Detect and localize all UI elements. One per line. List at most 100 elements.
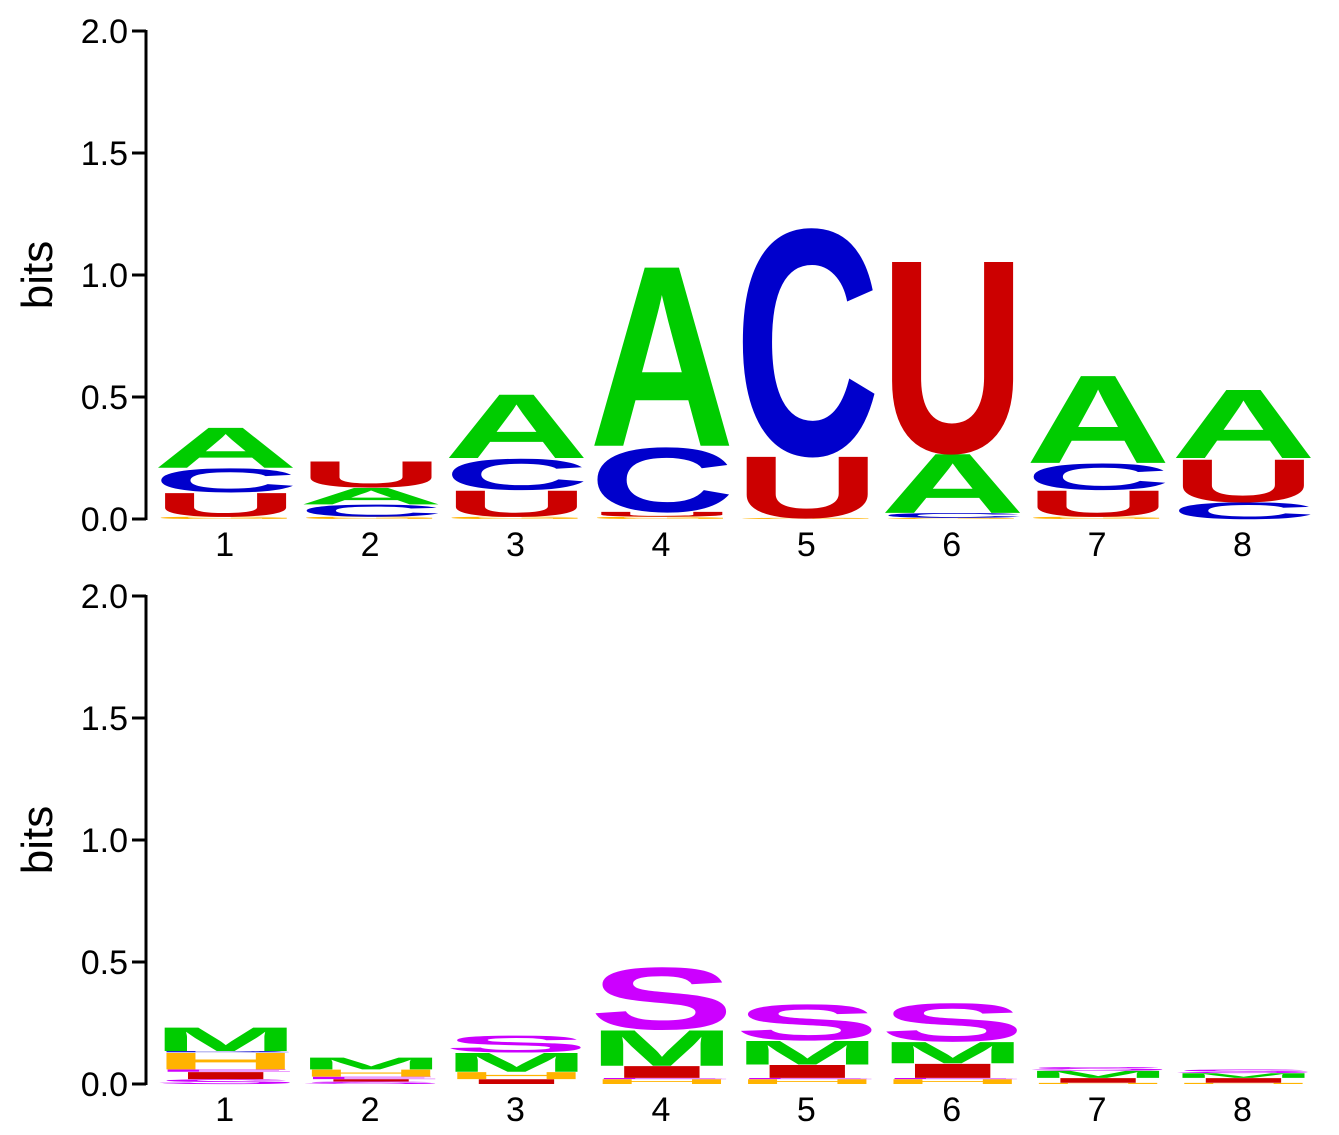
logo-letter-S: S: [1025, 1066, 1170, 1072]
logo-letter-U: U: [589, 510, 734, 518]
logo-letter-U: U: [880, 203, 1025, 511]
logo-letter-U: U: [1025, 483, 1170, 525]
x-tick-label: 4: [651, 1091, 670, 1129]
x-tick-label: 2: [361, 1091, 380, 1129]
logo-letter-H: H: [1025, 1082, 1170, 1084]
logo-letter-G: G: [298, 516, 443, 520]
logo-letter-C: C: [298, 501, 443, 520]
logo-letter-S: S: [735, 994, 880, 1051]
logo-letter-B: B: [153, 1051, 298, 1053]
logo-letter-U: U: [298, 453, 443, 495]
logo-letter-U: U: [444, 483, 589, 525]
x-tick-label: 7: [1088, 526, 1107, 564]
logo-letter-M: M: [880, 1036, 1025, 1070]
logo-letter-C: C: [153, 461, 298, 499]
logo-letter-M: M: [1025, 1069, 1170, 1080]
logo-letter-S: S: [444, 1031, 589, 1058]
logo-letter-H: H: [880, 1078, 1025, 1086]
logo-letter-I: I: [880, 1059, 1025, 1082]
x-tick-label: 8: [1233, 526, 1252, 564]
logo-letter-S: S: [589, 949, 734, 1048]
logo-letter-E: E: [880, 1078, 1025, 1080]
logo-letter-S: S: [153, 1078, 298, 1086]
logo-letter-G: G: [153, 516, 298, 520]
x-tick-label: 8: [1233, 1091, 1252, 1129]
y-axis-title: bits: [13, 241, 62, 309]
logo-letter-G: G: [735, 517, 880, 519]
x-tick-label: 1: [215, 1091, 234, 1129]
y-tick-label: 1.5: [81, 135, 128, 173]
logo-letter-A: A: [880, 436, 1025, 531]
logo-letter-M: M: [1171, 1072, 1316, 1080]
y-tick-label: 2.0: [81, 13, 128, 51]
logo-letter-A: A: [1171, 368, 1316, 479]
x-tick-label: 4: [651, 526, 670, 564]
logo-letter-C: C: [880, 512, 1025, 520]
logo-letter-I: I: [444, 1078, 589, 1086]
logo-stack-8: CUA: [1171, 368, 1316, 524]
logo-letter-C: C: [1025, 456, 1170, 498]
y-tick-label: 1.0: [81, 257, 128, 295]
logo-letter-C: C: [1171, 498, 1316, 525]
logo-letter-C: C: [735, 163, 880, 524]
logo-letter-H: H: [444, 1070, 589, 1081]
logo-letter-G: G: [589, 516, 734, 520]
y-tick-label: 1.0: [81, 822, 128, 860]
x-tick-label: 3: [506, 1091, 525, 1129]
logo-letter-C: C: [589, 429, 734, 532]
logo-letter-H: H: [298, 1067, 443, 1078]
x-tick-label: 5: [797, 526, 816, 564]
x-tick-label: 1: [215, 526, 234, 564]
logo-letter-I: I: [153, 1070, 298, 1081]
y-tick-label: 0.5: [81, 944, 128, 982]
logo-letter-I: I: [1025, 1077, 1170, 1085]
logo-letter-S: S: [298, 1081, 443, 1085]
logo-letter-H: H: [735, 1078, 880, 1086]
y-tick-label: 1.5: [81, 700, 128, 738]
logo-letter-S: S: [1171, 1068, 1316, 1074]
x-tick-label: 7: [1088, 1091, 1107, 1129]
logo-letter-G: G: [1025, 516, 1170, 520]
logo-letter-A: A: [444, 375, 589, 478]
logo-letter-A: A: [298, 483, 443, 510]
logo-letter-M: M: [298, 1054, 443, 1073]
logo-letter-I: I: [1171, 1077, 1316, 1085]
logo-letter-M: M: [153, 1020, 298, 1058]
logo-letter-I: I: [735, 1061, 880, 1082]
logo-letter-E: E: [298, 1076, 443, 1080]
logo-letter-E: E: [735, 1078, 880, 1080]
logo-letter-C: C: [444, 450, 589, 500]
y-tick-label: 0.0: [81, 501, 128, 539]
y-tick-label: 0.0: [81, 1066, 128, 1104]
logo-letter-A: A: [589, 212, 734, 501]
logo-letter-I: I: [589, 1063, 734, 1082]
x-tick-label: 3: [506, 526, 525, 564]
x-tick-label: 2: [361, 526, 380, 564]
logo-letter-U: U: [735, 437, 880, 536]
logo-letter-G: G: [880, 517, 1025, 519]
logo-letter-H: H: [589, 1078, 734, 1086]
logo-letter-U: U: [153, 486, 298, 524]
y-axis-title: bits: [13, 806, 62, 874]
logo-letter-E: E: [589, 1078, 734, 1080]
logo-letter-S: S: [880, 992, 1025, 1053]
x-tick-label: 6: [942, 1091, 961, 1129]
logo-letter-M: M: [444, 1047, 589, 1077]
